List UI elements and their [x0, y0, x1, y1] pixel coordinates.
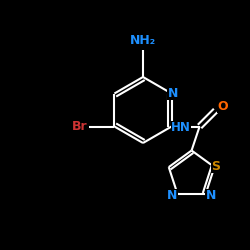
Text: S: S — [211, 160, 220, 172]
Text: HN: HN — [171, 121, 190, 134]
Text: NH₂: NH₂ — [130, 34, 156, 48]
Text: N: N — [168, 87, 178, 100]
Text: N: N — [206, 190, 216, 202]
Text: O: O — [217, 100, 228, 113]
Text: Br: Br — [72, 120, 87, 133]
Text: N: N — [167, 190, 178, 202]
